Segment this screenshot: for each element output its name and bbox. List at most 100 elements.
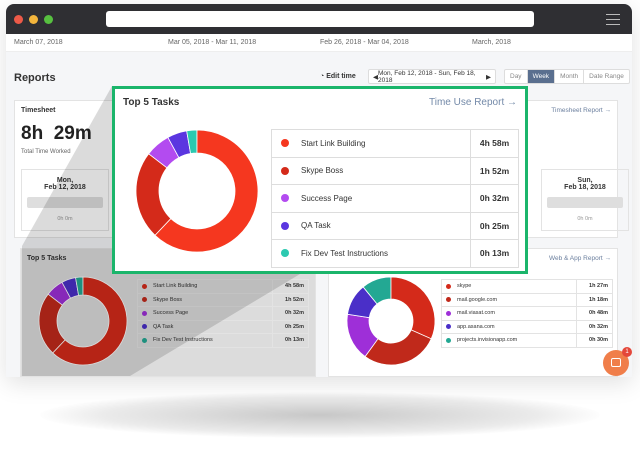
row-value: 4h 58m <box>470 130 518 157</box>
row-label: Start Link Building <box>153 283 198 290</box>
time-use-report-link[interactable]: Time Use Report → <box>429 97 517 108</box>
day-name: Mon, <box>56 177 74 184</box>
web-app-report-link[interactable]: Web & App Report → <box>548 255 611 262</box>
table-row[interactable]: Fix Dev Test Instructions 0h 13m <box>271 240 519 268</box>
table-row[interactable]: Start Link Building 4h 58m <box>271 130 519 158</box>
timesheet-report-link[interactable]: Timesheet Report → <box>551 107 611 114</box>
legend-dot-icon <box>281 139 289 148</box>
total-time-label: Total Time Worked <box>21 149 71 155</box>
row-value: 0h 32m <box>576 320 612 333</box>
chat-badge: 1 <box>622 347 632 357</box>
web-app-table: skype 1h 27m mail.google.com 1h 18m mail.via… <box>441 279 613 348</box>
day-date: Feb 18, 2018 <box>564 184 606 191</box>
view-month-button[interactable]: Month <box>555 70 585 83</box>
day-column: Mon, Feb 12, 2018 0h 0m <box>21 169 109 231</box>
table-row[interactable]: Fix Dev Test Instructions 0h 13m <box>137 334 309 348</box>
timesheet-title: Timesheet <box>21 107 56 114</box>
row-value: 0h 30m <box>576 334 612 347</box>
table-row[interactable]: QA Task 0h 25m <box>271 212 519 240</box>
date-header: March, 2018 <box>472 39 511 46</box>
table-row[interactable]: skype 1h 27m <box>441 280 613 294</box>
legend-dot-icon <box>281 221 289 230</box>
view-day-button[interactable]: Day <box>505 70 528 83</box>
row-label: QA Task <box>301 221 331 231</box>
prev-arrow-icon[interactable]: ◀ <box>373 73 378 81</box>
edit-time-button[interactable]: ◔ Edit time <box>320 73 356 80</box>
minimize-dot-icon[interactable] <box>29 14 38 24</box>
legend-dot-icon <box>281 249 289 258</box>
day-bar <box>547 197 623 208</box>
legend-dot-icon <box>446 324 451 330</box>
table-row[interactable]: app.asana.com 0h 32m <box>441 320 613 334</box>
row-label: skype <box>457 283 472 290</box>
table-row[interactable]: projects.invisionapp.com 0h 30m <box>441 334 613 348</box>
table-row[interactable]: Skype Boss 1h 52m <box>137 293 309 307</box>
day-name: Sun, <box>577 177 593 184</box>
legend-dot-icon <box>142 324 147 330</box>
table-row[interactable]: Success Page 0h 32m <box>137 307 309 321</box>
donut-slice <box>135 153 172 236</box>
row-value: 0h 13m <box>470 240 518 267</box>
day-column: Sun, Feb 18, 2018 0h 0m <box>541 169 629 231</box>
legend-dot-icon <box>446 283 451 289</box>
next-arrow-icon[interactable]: ▶ <box>486 73 491 81</box>
top-tasks-table: Start Link Building 4h 58m Skype Boss 1h 52… <box>271 129 519 268</box>
chat-icon <box>611 358 621 367</box>
legend-dot-icon <box>142 297 147 303</box>
row-label: Skype Boss <box>153 296 183 303</box>
top-tasks-table-small: Start Link Building 4h 58m Skype Boss 1h 52… <box>137 279 309 348</box>
clock-icon: ◔ <box>320 73 327 80</box>
zoom-title: Top 5 Tasks <box>123 97 180 108</box>
row-label: QA Task <box>153 323 174 330</box>
floor-shadow <box>40 392 600 438</box>
row-label: mail.viasat.com <box>457 310 495 317</box>
legend-dot-icon <box>446 337 451 343</box>
date-header: Feb 26, 2018 - Mar 04, 2018 <box>320 39 409 46</box>
row-label: Success Page <box>153 310 189 317</box>
table-row[interactable]: Start Link Building 4h 58m <box>137 280 309 294</box>
legend-dot-icon <box>142 337 147 343</box>
date-range-text: Mon, Feb 12, 2018 - Sun, Feb 18, 2018 <box>378 69 476 84</box>
row-label: mail.google.com <box>457 296 498 303</box>
date-range-picker[interactable]: ◀ Mon, Feb 12, 2018 - Sun, Feb 18, 2018 … <box>368 69 496 84</box>
date-headers: March 07, 2018 Mar 05, 2018 - Mar 11, 20… <box>6 34 632 52</box>
address-bar[interactable] <box>106 11 534 27</box>
row-value: 0h 25m <box>272 320 308 333</box>
legend-dot-icon <box>446 310 451 316</box>
row-label: Fix Dev Test Instructions <box>301 248 388 258</box>
donut-slice <box>154 129 259 253</box>
table-row[interactable]: mail.google.com 1h 18m <box>441 293 613 307</box>
row-label: Fix Dev Test Instructions <box>153 337 213 344</box>
legend-dot-icon <box>142 283 147 289</box>
chat-button[interactable]: 1 <box>603 347 632 376</box>
row-label: Start Link Building <box>301 138 366 148</box>
view-week-button[interactable]: Week <box>527 70 556 83</box>
row-value: 4h 58m <box>272 280 308 293</box>
row-value: 0h 48m <box>576 307 612 320</box>
top-tasks-title: Top 5 Tasks <box>27 255 67 262</box>
table-row[interactable]: QA Task 0h 25m <box>137 320 309 334</box>
row-value: 0h 32m <box>470 185 518 212</box>
donut-slice <box>364 329 432 366</box>
legend-dot-icon <box>446 297 451 303</box>
table-row[interactable]: Skype Boss 1h 52m <box>271 157 519 185</box>
close-dot-icon[interactable] <box>14 14 23 24</box>
row-label: Skype Boss <box>301 166 344 176</box>
row-label: projects.invisionapp.com <box>457 337 518 344</box>
view-date-range-button[interactable]: Date Range <box>589 73 624 80</box>
view-switcher: Day Week Month Date Range <box>504 69 630 84</box>
row-value: 0h 13m <box>272 334 308 347</box>
top-tasks-donut-small <box>38 276 128 366</box>
table-row[interactable]: Success Page 0h 32m <box>271 185 519 213</box>
row-value: 1h 27m <box>576 280 612 293</box>
day-bar <box>27 197 103 208</box>
maximize-dot-icon[interactable] <box>44 14 53 24</box>
menu-icon[interactable] <box>606 14 620 29</box>
table-row[interactable]: mail.viasat.com 0h 48m <box>441 307 613 321</box>
row-value: 1h 52m <box>470 157 518 184</box>
row-value: 1h 52m <box>272 293 308 306</box>
row-value: 1h 18m <box>576 293 612 306</box>
donut-slice <box>38 293 66 354</box>
page-title: Reports <box>14 72 56 84</box>
